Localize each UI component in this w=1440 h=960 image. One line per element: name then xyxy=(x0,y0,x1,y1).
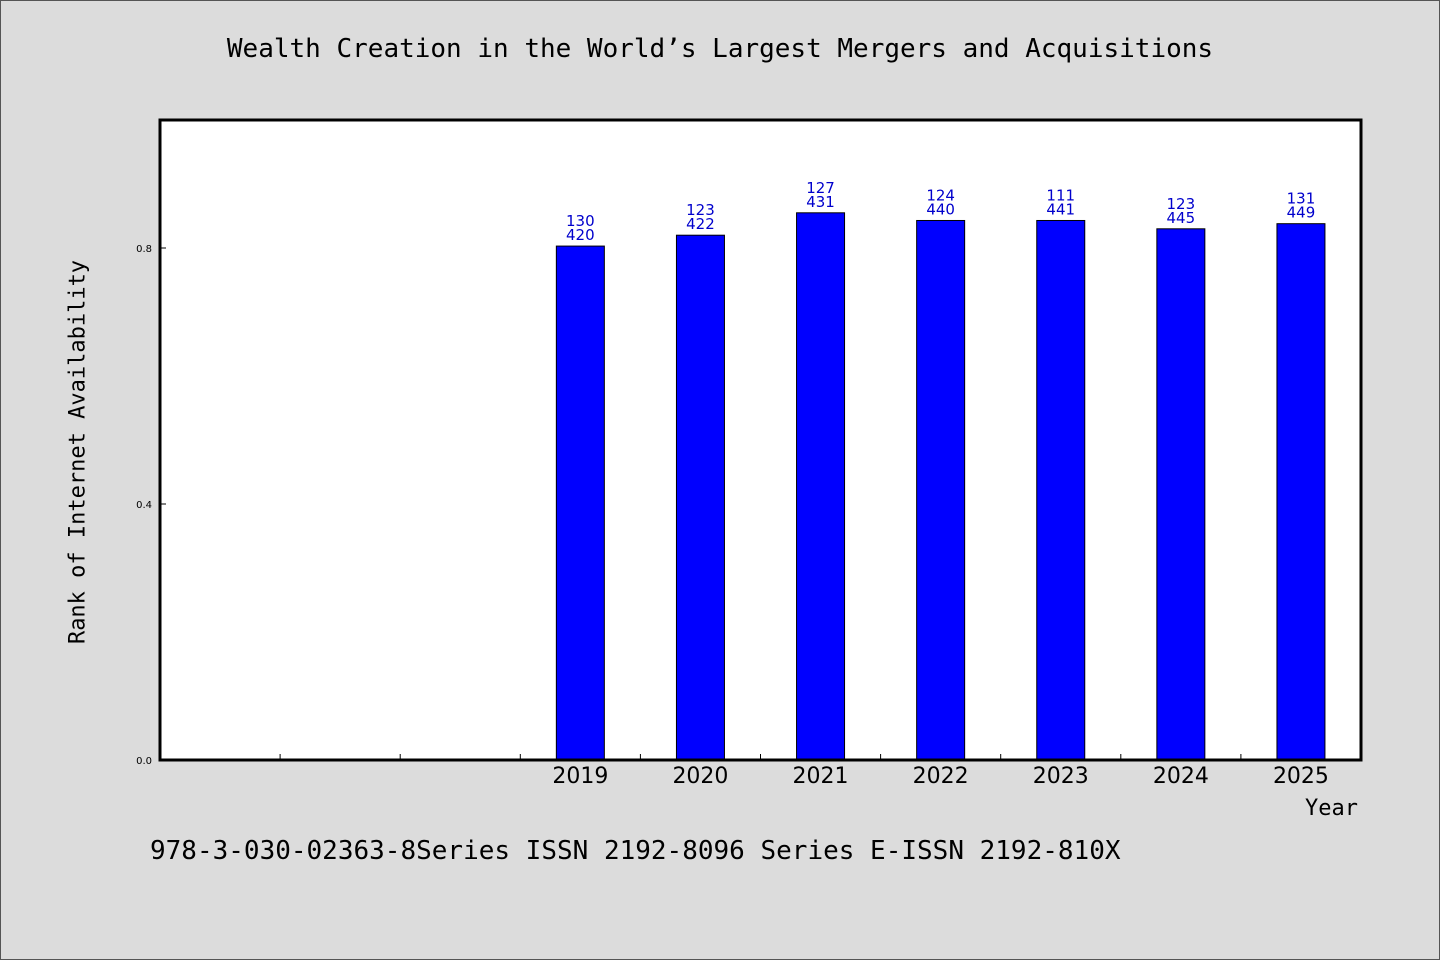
data-label: 422 xyxy=(686,215,715,233)
x-tick-label: 2025 xyxy=(1273,764,1329,789)
data-label: 441 xyxy=(1046,200,1075,218)
data-label: 449 xyxy=(1287,204,1316,222)
data-label: 131 xyxy=(1287,190,1316,208)
data-label: 431 xyxy=(806,193,835,211)
data-label: 130 xyxy=(566,212,595,230)
bar xyxy=(555,245,605,761)
bar xyxy=(916,219,966,761)
data-label: 111 xyxy=(1046,186,1075,204)
data-label: 445 xyxy=(1167,209,1196,227)
y-tick-label: 0.8 xyxy=(136,244,152,255)
data-label: 127 xyxy=(806,179,835,197)
y-tick-label: 0.4 xyxy=(136,500,152,511)
data-label: 124 xyxy=(926,186,955,204)
y-tick-label: 0.0 xyxy=(136,756,152,767)
bar xyxy=(1036,219,1086,761)
bar xyxy=(796,212,846,761)
x-tick-label: 2024 xyxy=(1153,764,1209,789)
bar xyxy=(1276,223,1326,761)
bar xyxy=(675,234,725,761)
x-axis-label: Year xyxy=(1305,796,1358,821)
plot-frame xyxy=(158,118,1363,762)
bar xyxy=(1156,228,1206,761)
data-label: 420 xyxy=(566,226,595,244)
data-label: 123 xyxy=(1167,195,1196,213)
x-tick-label: 2022 xyxy=(913,764,969,789)
data-label: 440 xyxy=(926,200,955,218)
data-label: 123 xyxy=(686,201,715,219)
x-tick-label: 2023 xyxy=(1033,764,1089,789)
footer-text: 978-3-030-02363-8Series ISSN 2192-8096 S… xyxy=(150,836,1121,866)
x-tick-label: 2021 xyxy=(793,764,849,789)
x-tick-label: 2020 xyxy=(672,764,728,789)
x-tick-label: 2019 xyxy=(552,764,608,789)
chart-title: Wealth Creation in the World’s Largest M… xyxy=(226,34,1214,64)
